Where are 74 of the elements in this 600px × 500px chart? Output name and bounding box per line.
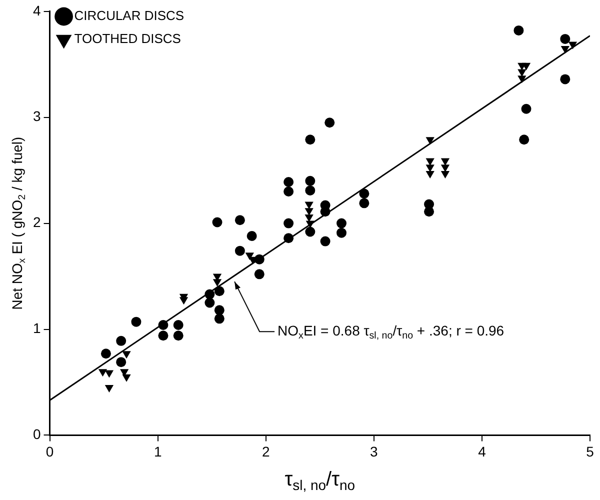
- x-tick-label: 5: [586, 443, 594, 460]
- point: [158, 320, 168, 330]
- point: [336, 218, 346, 228]
- x-tick-label: 1: [154, 443, 162, 460]
- point: [254, 269, 264, 280]
- point: [116, 357, 126, 368]
- point: [324, 118, 335, 128]
- point: [234, 246, 245, 256]
- point: [560, 34, 570, 44]
- point: [214, 286, 224, 296]
- point: [518, 69, 526, 77]
- point: [568, 42, 578, 50]
- x-tick-label: 3: [370, 443, 378, 460]
- point: [100, 348, 111, 359]
- point: [104, 385, 114, 393]
- point: [158, 330, 168, 341]
- point: [304, 214, 314, 222]
- point: [426, 171, 434, 179]
- point: [122, 351, 131, 359]
- point: [212, 217, 222, 228]
- point: [284, 233, 294, 244]
- point: [284, 186, 294, 197]
- legend-label: CIRCULAR DISCS: [74, 8, 184, 24]
- point: [98, 369, 108, 377]
- point: [426, 137, 434, 145]
- point: [320, 236, 330, 246]
- point: [116, 336, 126, 346]
- point: [246, 231, 257, 242]
- point: [359, 188, 370, 199]
- point: [305, 226, 316, 237]
- point: [104, 370, 114, 378]
- point: [284, 176, 294, 187]
- point: [424, 206, 434, 217]
- point: [173, 320, 184, 330]
- point: [560, 74, 570, 84]
- point: [440, 158, 450, 166]
- point: [284, 218, 294, 228]
- y-tick-label: 3: [32, 108, 41, 124]
- point: [122, 374, 131, 382]
- point: [514, 25, 524, 36]
- point: [440, 171, 450, 179]
- point: [234, 215, 245, 226]
- point: [522, 62, 531, 70]
- point: [305, 134, 316, 145]
- point: [519, 134, 530, 145]
- y-tick-label: 2: [32, 214, 41, 230]
- x-tick-label: 4: [478, 443, 486, 460]
- point: [304, 202, 314, 210]
- point: [214, 305, 224, 316]
- point: [336, 228, 346, 238]
- point: [212, 279, 222, 287]
- point: [204, 289, 215, 300]
- y-tick-label: 1: [32, 320, 41, 336]
- point: [214, 314, 224, 324]
- legend-label: TOOTHED DISCS: [74, 31, 182, 46]
- point: [245, 252, 254, 260]
- point: [359, 198, 370, 208]
- point: [305, 176, 316, 186]
- y-tick-label: 0: [32, 426, 41, 442]
- point: [254, 254, 264, 264]
- point: [518, 76, 526, 84]
- point: [521, 104, 532, 114]
- point: [560, 46, 570, 54]
- point: [179, 297, 188, 305]
- point: [426, 158, 434, 166]
- y-tick-label: 4: [32, 2, 41, 18]
- y-axis-title: Net NOx EI ( gNO2 / kg fuel): [8, 136, 28, 310]
- point: [320, 206, 330, 217]
- point: [204, 298, 215, 308]
- point: [173, 330, 184, 341]
- point: [305, 185, 316, 196]
- x-tick-label: 0: [46, 443, 54, 460]
- x-tick-label: 2: [262, 443, 270, 460]
- point: [131, 316, 142, 327]
